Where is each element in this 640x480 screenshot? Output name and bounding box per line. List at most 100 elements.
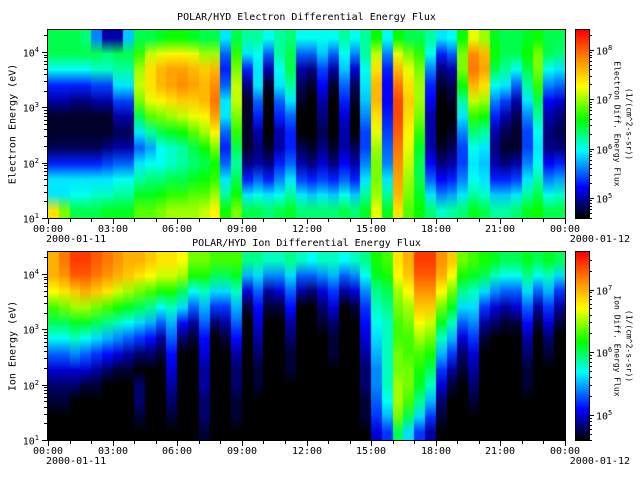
- tick-mark: [590, 119, 592, 120]
- x-tick-label: 15:00: [355, 446, 387, 457]
- tick-mark: [590, 358, 592, 359]
- tick-mark: [590, 134, 592, 135]
- y-axis-label: Ion Energy (eV): [7, 300, 19, 392]
- start-date-label: 2000-01-11: [46, 456, 107, 467]
- x-tick-label: 06:00: [161, 446, 193, 457]
- tick-mark: [590, 418, 592, 419]
- tick-mark: [134, 219, 135, 222]
- tick-mark: [42, 329, 47, 330]
- tick-mark: [590, 104, 592, 105]
- tick-mark: [565, 441, 566, 446]
- panel-title: POLAR/HYD Ion Differential Energy Flux: [192, 238, 421, 249]
- tick-mark: [590, 260, 592, 261]
- colorbar-tick-label: 105: [596, 409, 613, 423]
- y-tick-label: 101: [22, 434, 39, 448]
- x-tick-label: 21:00: [484, 224, 516, 235]
- tick-mark: [590, 366, 592, 367]
- tick-mark: [543, 219, 544, 222]
- y-tick-label: 103: [22, 101, 39, 115]
- y-tick-label: 104: [22, 268, 39, 282]
- tick-mark: [590, 154, 592, 155]
- tick-mark: [42, 52, 47, 53]
- tick-mark: [590, 160, 592, 161]
- x-tick-label: 03:00: [97, 224, 129, 235]
- tick-mark: [590, 292, 592, 293]
- tick-mark: [590, 213, 592, 214]
- tick-mark: [44, 116, 47, 117]
- tick-mark: [44, 397, 47, 398]
- tick-mark: [44, 423, 47, 424]
- tick-mark: [590, 57, 592, 58]
- colorbar-tick-label: 106: [596, 143, 613, 157]
- tick-mark: [590, 52, 592, 53]
- tick-mark: [590, 218, 592, 219]
- tick-mark: [590, 114, 592, 115]
- tick-mark: [590, 296, 592, 297]
- y-tick-label: 102: [22, 157, 39, 171]
- tick-mark: [590, 149, 594, 150]
- colorbar: [575, 251, 590, 441]
- tick-mark: [350, 219, 351, 222]
- x-tick-label: 09:00: [226, 224, 258, 235]
- tick-mark: [543, 441, 544, 444]
- tick-mark: [590, 308, 592, 309]
- tick-mark: [590, 355, 592, 356]
- tick-mark: [44, 283, 47, 284]
- tick-mark: [44, 120, 47, 121]
- tick-mark: [44, 257, 47, 258]
- tick-mark: [44, 74, 47, 75]
- tick-mark: [220, 441, 221, 444]
- tick-mark: [590, 125, 592, 126]
- tick-mark: [44, 414, 47, 415]
- tick-mark: [91, 219, 92, 222]
- x-tick-label: 18:00: [420, 224, 452, 235]
- tick-mark: [44, 35, 47, 36]
- tick-mark: [44, 57, 47, 58]
- x-tick-label: 12:00: [291, 224, 323, 235]
- tick-mark: [263, 441, 264, 444]
- x-tick-label: 18:00: [420, 446, 452, 457]
- tick-mark: [44, 407, 47, 408]
- tick-mark: [263, 219, 264, 222]
- end-date-label: 2000-01-12: [569, 234, 630, 245]
- tick-mark: [590, 198, 594, 199]
- tick-mark: [590, 371, 592, 372]
- end-date-label: 2000-01-12: [569, 456, 630, 467]
- tick-mark: [590, 107, 592, 108]
- tick-mark: [44, 342, 47, 343]
- x-tick-label: 00:00: [549, 224, 581, 235]
- tick-mark: [590, 76, 592, 77]
- tick-mark: [590, 50, 594, 51]
- tick-mark: [328, 441, 329, 444]
- tick-mark: [590, 102, 592, 103]
- tick-mark: [44, 192, 47, 193]
- colorbar-canvas: [576, 30, 589, 218]
- tick-mark: [522, 441, 523, 444]
- tick-mark: [590, 164, 592, 165]
- tick-mark: [220, 219, 221, 222]
- tick-mark: [44, 335, 47, 336]
- tick-mark: [70, 219, 71, 222]
- tick-mark: [44, 368, 47, 369]
- colorbar-tick-label: 107: [596, 284, 613, 298]
- tick-mark: [42, 163, 47, 164]
- tick-mark: [44, 393, 47, 394]
- tick-mark: [590, 183, 592, 184]
- tick-mark: [44, 277, 47, 278]
- tick-mark: [500, 441, 501, 446]
- spectrogram-canvas: [48, 30, 565, 218]
- start-date-label: 2000-01-11: [46, 234, 107, 245]
- tick-mark: [42, 107, 47, 108]
- tick-mark: [590, 110, 592, 111]
- tick-mark: [414, 441, 415, 444]
- tick-mark: [350, 441, 351, 444]
- tick-mark: [590, 55, 592, 56]
- tick-mark: [590, 168, 592, 169]
- tick-mark: [44, 401, 47, 402]
